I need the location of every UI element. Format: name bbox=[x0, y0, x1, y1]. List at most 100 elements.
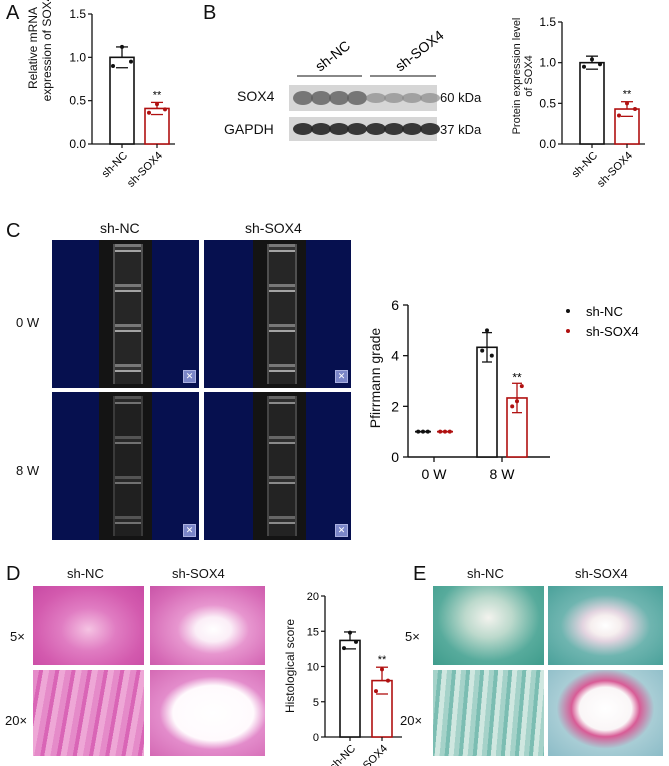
panel-d-row-label-5x: 5× bbox=[10, 629, 25, 644]
panel-a-significance: ** bbox=[153, 89, 162, 101]
panel-d-bar-sox4 bbox=[371, 679, 393, 738]
panel-a-ylabel-line1: Relative mRNA bbox=[26, 6, 40, 90]
blot-band-gapdh bbox=[366, 123, 386, 135]
panel-d-ytick-label: 15 bbox=[307, 626, 319, 638]
panel-c-chart: 0 2 4 6 0 W 8 W ** bbox=[391, 297, 550, 482]
mri-sox4-0w: ✕ bbox=[204, 240, 351, 388]
blot-band-gapdh bbox=[420, 123, 440, 135]
panel-a-ylabel-line2: expression of SOX4 bbox=[40, 0, 54, 102]
panel-a-ytick-label: 0.5 bbox=[69, 94, 86, 108]
panel-b-point bbox=[590, 57, 594, 62]
panel-c-point bbox=[485, 328, 489, 333]
panel-c-ytick-label: 6 bbox=[391, 297, 399, 313]
panel-e-row-label-20x: 20× bbox=[400, 713, 423, 728]
panel-label-b: B bbox=[203, 2, 217, 24]
panel-c-point bbox=[438, 429, 443, 434]
panel-d-point bbox=[354, 639, 358, 644]
panel-c-col-label-nc: sh-NC bbox=[100, 220, 140, 236]
panel-c-legend: sh-NC sh-SOX4 bbox=[566, 304, 639, 339]
panel-a-point bbox=[155, 102, 159, 107]
panel-b-point bbox=[598, 62, 602, 67]
blot-band-sox4 bbox=[420, 93, 440, 103]
panel-d-xtick-label: sh-SOX4 bbox=[350, 743, 390, 766]
panel-c-col-label-sox4: sh-SOX4 bbox=[245, 220, 302, 236]
panel-c-point bbox=[421, 429, 425, 434]
panel-d-row-label-20x: 20× bbox=[5, 713, 28, 728]
blot-band-sox4 bbox=[347, 91, 367, 105]
blot-row-label-sox4: SOX4 bbox=[237, 88, 275, 104]
panel-c-point bbox=[447, 429, 452, 434]
mri-nc-0w: ✕ bbox=[52, 240, 199, 388]
legend-label-sox4: sh-SOX4 bbox=[586, 324, 639, 339]
panel-label-c: C bbox=[6, 220, 21, 242]
panel-a-xtick-label: sh-SOX4 bbox=[125, 150, 165, 190]
legend-label-nc: sh-NC bbox=[586, 304, 623, 319]
mri-nc-8w: ✕ bbox=[52, 392, 199, 540]
blot-size-gapdh: 37 kDa bbox=[440, 122, 482, 137]
panel-label-e: E bbox=[413, 563, 427, 585]
panel-b-ylabel-line1: Protein expression level bbox=[511, 17, 523, 135]
panel-c-point bbox=[443, 429, 447, 434]
panel-e-row-label-5x: 5× bbox=[405, 629, 420, 644]
panel-e-col-label-nc: sh-NC bbox=[467, 566, 504, 581]
panel-b-point bbox=[625, 101, 629, 106]
blot-band-gapdh bbox=[384, 123, 404, 135]
panel-a-ytick-label: 1.0 bbox=[69, 50, 86, 64]
blot-band-gapdh bbox=[402, 123, 422, 135]
panel-b-xtick-label: sh-SOX4 bbox=[595, 150, 635, 190]
blot-header-nc: sh-NC bbox=[312, 37, 353, 74]
panel-b-ytick-label: 1.5 bbox=[539, 15, 556, 29]
panel-a-point bbox=[163, 107, 167, 112]
blot-row-label-gapdh: GAPDH bbox=[224, 121, 274, 137]
panel-b-ytick-label: 1.0 bbox=[539, 56, 556, 70]
safranin-sox4-20x bbox=[548, 670, 663, 756]
blot-band-gapdh bbox=[293, 123, 313, 135]
panel-b-xtick-label: sh-NC bbox=[570, 150, 601, 181]
mri-sox4-8w: ✕ bbox=[204, 392, 351, 540]
panel-d-ytick-label: 5 bbox=[313, 697, 319, 709]
panel-a-point bbox=[120, 44, 124, 49]
panel-b-point bbox=[617, 113, 621, 118]
panel-c-point bbox=[510, 404, 515, 409]
legend-marker-nc bbox=[566, 309, 570, 313]
panel-c-point bbox=[480, 348, 485, 353]
panel-c-bar-nc bbox=[476, 346, 498, 458]
panel-b-point bbox=[582, 64, 586, 69]
blot-header-sox4: sh-SOX4 bbox=[392, 27, 447, 75]
panel-d-point bbox=[374, 689, 378, 694]
panel-d-xtick-label: sh-NC bbox=[328, 743, 359, 766]
panel-a-point bbox=[147, 110, 151, 115]
panel-b-point bbox=[633, 107, 637, 112]
panel-c-point bbox=[425, 429, 430, 434]
panel-label-d: D bbox=[6, 563, 21, 585]
blot-band-sox4 bbox=[311, 91, 331, 105]
panel-d-col-label-nc: sh-NC bbox=[67, 566, 104, 581]
panel-b-ytick-label: 0.0 bbox=[539, 137, 556, 151]
he-nc-5x bbox=[33, 586, 144, 665]
panel-d-point bbox=[380, 667, 384, 672]
blot-band-gapdh bbox=[347, 123, 367, 135]
safranin-nc-20x bbox=[433, 670, 544, 756]
western-blot: sh-NC sh-SOX4 bbox=[289, 27, 447, 141]
panel-d-significance: ** bbox=[378, 654, 387, 666]
panel-c-row-label-0w: 0 W bbox=[16, 315, 40, 330]
panel-c-point bbox=[515, 399, 519, 404]
panel-c-point bbox=[416, 429, 421, 434]
panel-a-ytick-label: 0.0 bbox=[69, 137, 86, 151]
blot-band-sox4 bbox=[366, 93, 386, 103]
panel-a-point bbox=[129, 59, 133, 64]
panel-d-point bbox=[348, 630, 352, 635]
panel-a-ytick-label: 1.5 bbox=[69, 7, 86, 21]
he-nc-20x bbox=[33, 670, 144, 756]
panel-c-ytick-label: 0 bbox=[391, 449, 399, 465]
panel-b-significance: ** bbox=[623, 89, 632, 101]
panel-d-bar-nc bbox=[339, 639, 361, 738]
he-sox4-5x bbox=[150, 586, 265, 665]
panel-c-row-label-8w: 8 W bbox=[16, 463, 40, 478]
blot-band-sox4 bbox=[329, 91, 349, 105]
panel-c-point bbox=[489, 353, 494, 358]
legend-marker-sox4 bbox=[566, 329, 570, 333]
panel-b-bar-nc bbox=[579, 61, 605, 145]
